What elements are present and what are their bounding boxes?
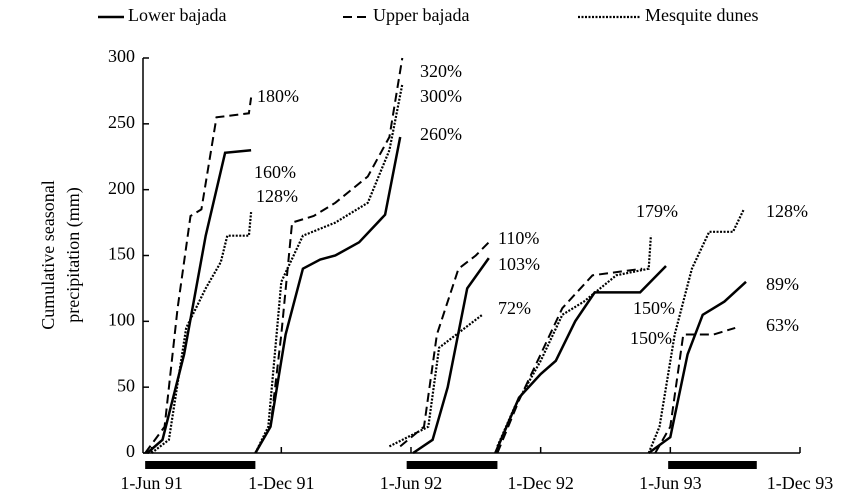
x-tick-label: 1-Jun 92 <box>380 473 443 493</box>
annotation: 300% <box>420 86 462 106</box>
annotation: 150% <box>633 298 675 318</box>
annotation: 63% <box>766 315 799 335</box>
y-axis-label: Cumulative seasonal <box>38 180 58 329</box>
annotation: 320% <box>420 61 462 81</box>
series-line <box>146 136 747 455</box>
annotation: 110% <box>498 228 539 248</box>
annotation: 72% <box>498 298 531 318</box>
annotation: 89% <box>766 274 799 294</box>
series-line <box>144 57 736 454</box>
annotation: 103% <box>498 254 540 274</box>
y-tick-label: 200 <box>108 178 135 198</box>
y-tick-label: 150 <box>108 244 135 264</box>
season-bar <box>406 461 498 469</box>
legend-label: Upper bajada <box>373 5 469 25</box>
y-tick-label: 300 <box>108 46 135 66</box>
annotation: 179% <box>636 201 678 221</box>
x-tick-label: 1-Jun 91 <box>120 473 183 493</box>
annotation: 128% <box>766 201 808 221</box>
annotation: 150% <box>630 328 672 348</box>
annotation: 128% <box>256 186 298 206</box>
y-tick-label: 50 <box>117 375 135 395</box>
y-tick-label: 250 <box>108 112 135 132</box>
y-axis-label: precipitation (mm) <box>63 187 84 322</box>
series-line <box>150 84 745 454</box>
legend-label: Mesquite dunes <box>645 5 758 25</box>
legend-label: Lower bajada <box>128 5 226 25</box>
annotation: 260% <box>420 124 462 144</box>
season-bar <box>668 461 757 469</box>
annotation: 180% <box>257 86 299 106</box>
annotation: 160% <box>254 162 296 182</box>
x-tick-label: 1-Dec 91 <box>248 473 314 493</box>
x-tick-label: 1-Dec 93 <box>767 473 833 493</box>
season-bar <box>145 461 256 469</box>
x-tick-label: 1-Jun 93 <box>639 473 702 493</box>
x-tick-label: 1-Dec 92 <box>507 473 573 493</box>
y-tick-label: 0 <box>126 441 135 461</box>
y-tick-label: 100 <box>108 309 135 329</box>
